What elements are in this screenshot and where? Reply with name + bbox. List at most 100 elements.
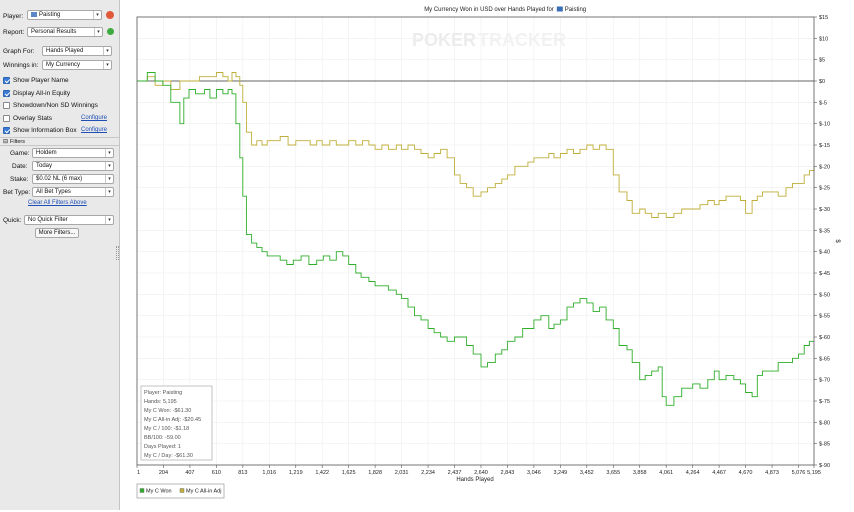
splitter-handle[interactable] [116, 246, 119, 260]
game-row: Game: [10, 147, 30, 159]
checkbox-overlay-stats[interactable]: Overlay Stats [3, 112, 52, 124]
x-tick-label: 4,264 [686, 470, 700, 476]
series-layer [137, 72, 815, 406]
quick-row: Quick: [3, 214, 21, 226]
y-tick-label: $-15 [819, 143, 830, 149]
info-box-line: BB/100: -59.00 [144, 435, 181, 441]
stake-select[interactable]: $0.02 NL (6 max) ▾ [32, 174, 114, 184]
report-value: Personal Results [31, 29, 77, 35]
x-tick-label: 3,046 [527, 470, 541, 476]
checkbox-showdown-winnings[interactable]: Showdown/Non SD Winnings [3, 99, 98, 111]
quick-filter-select[interactable]: No Quick Filter ▾ [24, 215, 114, 225]
filters-header[interactable]: ⊟ Filters [0, 137, 119, 146]
player-label: Player: [3, 12, 24, 20]
y-tick-label: $-25 [819, 186, 830, 192]
checkbox-icon[interactable] [3, 101, 10, 109]
chevron-down-icon: ▾ [103, 61, 111, 69]
checkbox-icon[interactable] [3, 76, 10, 84]
x-tick-label: 1,422 [315, 470, 329, 476]
bet-type-label: Bet Type: [3, 188, 31, 196]
legend-label: My C All-in Adj [186, 489, 221, 495]
game-select[interactable]: Holdem ▾ [32, 148, 114, 158]
player-select[interactable]: Paisting ▾ [27, 10, 102, 20]
x-tick-label: 1 [137, 470, 140, 476]
clear-filters-link[interactable]: Clear All Filters Above [28, 200, 87, 206]
x-tick-label: 2,234 [421, 470, 435, 476]
x-tick-label: 2,640 [474, 470, 488, 476]
date-row: Date: [12, 160, 28, 172]
bet-type-row: Bet Type: [3, 186, 30, 198]
chart-grid [137, 16, 814, 466]
stake-label: Stake: [10, 175, 29, 183]
date-select[interactable]: Today ▾ [32, 161, 114, 171]
checkbox-display-all-in-equity[interactable]: Display All-in Equity [3, 87, 70, 99]
graph-for-select[interactable]: Hands Played ▾ [42, 46, 112, 56]
y-tick-label: $-75 [819, 399, 830, 405]
x-tick-label: 3,452 [580, 470, 594, 476]
x-tick-label: 1,219 [289, 470, 303, 476]
chevron-down-icon: ▾ [93, 11, 101, 19]
y-tick-label: $-40 [819, 250, 830, 256]
x-tick-label: 3,249 [553, 470, 567, 476]
overlay-configure-link[interactable]: Configure [81, 115, 108, 121]
legend: My C Won My C All-in Adj [136, 483, 225, 499]
date-label: Date: [12, 162, 28, 170]
x-tick-label: 3,655 [606, 470, 620, 476]
y-axis-label: $ [834, 239, 840, 243]
chart-title: My Currency Won in USD over Hands Played… [424, 7, 554, 13]
information-box-frame [140, 385, 213, 461]
results-graph: My Currency Won in USD over Hands Played… [136, 6, 840, 499]
info-box-line: Days Played: 1 [144, 444, 181, 450]
more-filters-button[interactable]: More Filters... [35, 228, 79, 238]
info-box-line: My C / Day: -$61.30 [144, 453, 193, 459]
player-settings-icon[interactable] [106, 11, 114, 19]
y-tick-label: $-60 [819, 335, 830, 341]
y-tick-label: $-70 [819, 378, 830, 384]
chevron-down-icon: ▾ [105, 149, 113, 157]
report-refresh-icon[interactable] [107, 28, 114, 35]
x-tick-label: 2,843 [501, 470, 515, 476]
winnings-in-select[interactable]: My Currency ▾ [42, 60, 112, 70]
x-tick-label: 5,076 [792, 470, 806, 476]
report-select[interactable]: Personal Results ▾ [27, 27, 103, 37]
x-tick-label: 1,016 [262, 470, 276, 476]
info-box-configure-link[interactable]: Configure [81, 127, 108, 133]
x-tick-label: 610 [212, 470, 221, 476]
bet-type-select[interactable]: All Bet Types ▾ [32, 187, 114, 197]
player-row: Player: [3, 10, 23, 22]
chevron-down-icon: ▾ [103, 47, 111, 55]
y-tick-label: $-10 [819, 122, 830, 128]
chevron-down-icon: ▾ [105, 162, 113, 170]
checkbox-label: Show Player Name [13, 76, 69, 84]
y-tick-label: $-5 [819, 100, 827, 106]
checkbox-show-information-box[interactable]: Show Information Box [3, 124, 77, 136]
chart-title-text: My Currency Won in USD over Hands Played… [424, 7, 554, 13]
winnings-in-value: My Currency [46, 62, 81, 68]
stake-value: $0.02 NL (6 max) [36, 176, 83, 182]
y-tick-label: $-85 [819, 442, 830, 448]
x-tick-label: 813 [238, 470, 247, 476]
winnings-in-label: Winnings in: [3, 61, 39, 69]
x-tick-label: 2,031 [395, 470, 409, 476]
watermark-left: POKER [412, 30, 476, 50]
checkbox-label: Showdown/Non SD Winnings [13, 101, 98, 109]
x-tick-label: 1,625 [342, 470, 356, 476]
winnings-in-row: Winnings in: [3, 59, 38, 71]
checkbox-icon[interactable] [3, 126, 10, 134]
checkbox-icon[interactable] [3, 89, 10, 97]
chevron-down-icon: ▾ [105, 175, 113, 183]
x-tick-label: 4,670 [739, 470, 753, 476]
date-value: Today [36, 163, 53, 169]
checkbox-show-player-name[interactable]: Show Player Name [3, 74, 69, 86]
checkbox-icon[interactable] [3, 114, 10, 122]
y-tick-label: $-35 [819, 228, 830, 234]
x-tick-label: 204 [159, 470, 168, 476]
info-box-line: Player: Paisting [144, 390, 182, 396]
watermark-right: TRACKER [478, 30, 566, 50]
player-flag-icon [556, 6, 563, 12]
chevron-down-icon: ▾ [105, 216, 113, 224]
y-tick-label: $-45 [819, 271, 830, 277]
graph-for-label: Graph For: [3, 47, 35, 55]
collapse-icon[interactable]: ⊟ [3, 139, 9, 145]
info-box-line: My C / 100: -$1.18 [144, 426, 189, 432]
